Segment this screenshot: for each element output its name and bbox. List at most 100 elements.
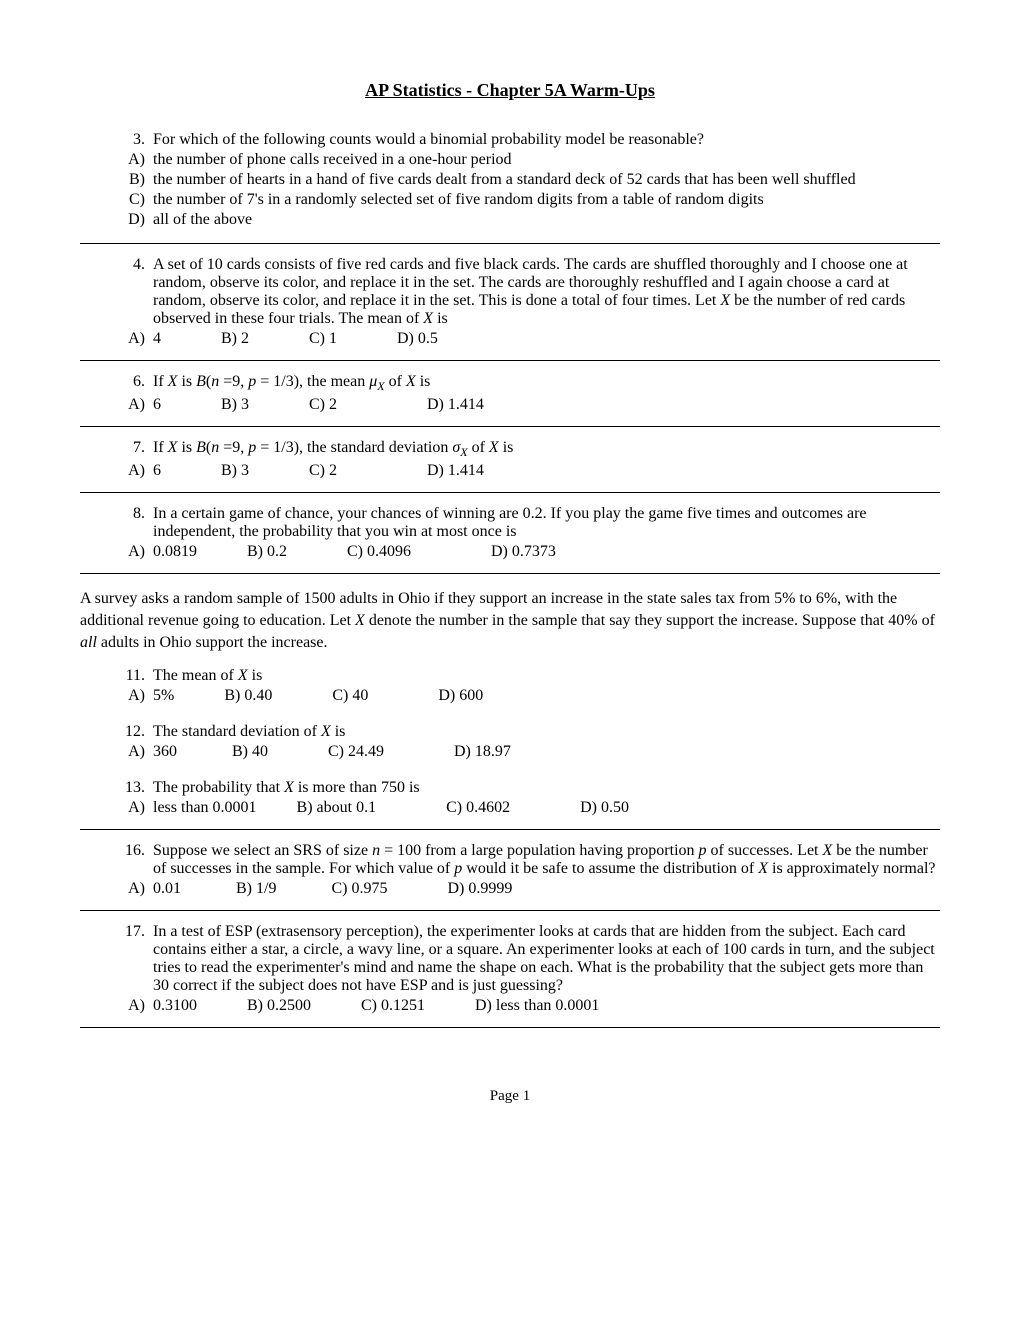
question-text: For which of the following counts would …: [153, 131, 940, 149]
option-text: 0.0819: [153, 543, 197, 561]
option: C) 1: [309, 330, 337, 348]
option-text: 0.3100: [153, 997, 197, 1015]
option: B) 1/9: [236, 880, 276, 898]
question-text: In a certain game of chance, your chance…: [153, 505, 940, 541]
more-questions-container: 16.Suppose we select an SRS of size n = …: [80, 842, 940, 1028]
question-row: 16.Suppose we select an SRS of size n = …: [80, 842, 940, 878]
option: B) 3: [221, 396, 249, 414]
option-text: 4: [153, 330, 161, 348]
question-text: The standard deviation of X is: [153, 723, 940, 741]
option-text: less than 0.0001: [153, 799, 257, 817]
option: C) 24.49: [328, 743, 384, 761]
option-label: A): [80, 880, 153, 898]
question-number: 3.: [80, 131, 153, 149]
option-text: 6: [153, 396, 161, 414]
option: B) 40: [232, 743, 268, 761]
question-number: 16.: [80, 842, 153, 878]
option-row: D)all of the above: [80, 211, 940, 229]
question-number: 8.: [80, 505, 153, 541]
option: D) 0.9999: [447, 880, 512, 898]
question-block: 16.Suppose we select an SRS of size n = …: [80, 842, 940, 911]
option-label: A): [80, 997, 153, 1015]
answer-row: A)0.3100 B) 0.2500 C) 0.1251 D) less than 0…: [80, 997, 940, 1015]
option-label: C): [80, 191, 153, 209]
question-number: 11.: [80, 667, 153, 685]
option-row: B)the number of hearts in a hand of five…: [80, 171, 940, 189]
option-label: A): [80, 151, 153, 169]
option-text: the number of 7's in a randomly selected…: [153, 191, 940, 209]
option: D) less than 0.0001: [475, 997, 599, 1015]
answer-row: A)0.01 B) 1/9 C) 0.975 D) 0.9999: [80, 880, 940, 898]
page-number: Page 1: [80, 1088, 940, 1105]
answer-row: A)5% B) 0.40 C) 40 D) 600: [80, 687, 940, 705]
option: D) 18.97: [454, 743, 511, 761]
answer-row: A)6 B) 3 C) 2 D) 1.414: [80, 462, 940, 480]
question-row: 6.If X is B(n =9, p = 1/3), the mean μX …: [80, 373, 940, 394]
question-block: 4.A set of 10 cards consists of five red…: [80, 256, 940, 361]
option-text: 0.01: [153, 880, 181, 898]
option-label: A): [80, 462, 153, 480]
answer-row: A)360 B) 40 C) 24.49 D) 18.97: [80, 743, 940, 761]
option: D) 0.50: [580, 799, 629, 817]
option-label: D): [80, 211, 153, 229]
sub-questions-container: 11.The mean of X isA)5%B) 0.40C) 40D) 60…: [80, 667, 940, 830]
question-block: 17.In a test of ESP (extrasensory percep…: [80, 923, 940, 1028]
option-label: A): [80, 330, 153, 348]
question-number: 4.: [80, 256, 153, 328]
page: AP Statistics - Chapter 5A Warm-Ups 3.Fo…: [0, 0, 1020, 1145]
question-number: 7.: [80, 439, 153, 460]
question-text: The probability that X is more than 750 …: [153, 779, 940, 797]
option: C) 2: [309, 462, 337, 480]
sub-question: 12.The standard deviation of X isA)360 B)…: [80, 723, 940, 761]
option: C) 40: [332, 687, 368, 705]
question-text: Suppose we select an SRS of size n = 100…: [153, 842, 940, 878]
option: C) 2: [309, 396, 337, 414]
option-label: A): [80, 799, 153, 817]
questions-container: 3.For which of the following counts woul…: [80, 131, 940, 574]
option-text: all of the above: [153, 211, 940, 229]
option: D) 0.7373: [491, 543, 556, 561]
option: D) 1.414: [427, 462, 484, 480]
option: B) 0.40: [224, 687, 272, 705]
question-number: 12.: [80, 723, 153, 741]
answer-row: A)0.0819B) 0.2C) 0.4096D) 0.7373: [80, 543, 940, 561]
question-row: 17.In a test of ESP (extrasensory percep…: [80, 923, 940, 995]
answer-row: A)4B) 2C) 1D) 0.5: [80, 330, 940, 348]
passage-text: A survey asks a random sample of 1500 ad…: [80, 588, 940, 653]
question-number: 13.: [80, 779, 153, 797]
option-text: the number of phone calls received in a …: [153, 151, 940, 169]
sub-question-group: 11.The mean of X isA)5%B) 0.40C) 40D) 60…: [80, 667, 940, 830]
question-text: If X is B(n =9, p = 1/3), the standard d…: [153, 439, 940, 460]
option-label: A): [80, 743, 153, 761]
option-label: B): [80, 171, 153, 189]
option-row: A)the number of phone calls received in …: [80, 151, 940, 169]
question-block: 7.If X is B(n =9, p = 1/3), the standard…: [80, 439, 940, 493]
option: C) 0.1251: [361, 997, 425, 1015]
option: B) 0.2: [247, 543, 287, 561]
sub-question: 13.The probability that X is more than 7…: [80, 779, 940, 817]
option-text: 360: [153, 743, 177, 761]
question-text: The mean of X is: [153, 667, 940, 685]
option: D) 600: [438, 687, 483, 705]
option: D) 0.5: [397, 330, 438, 348]
question-block: 3.For which of the following counts woul…: [80, 131, 940, 244]
option: C) 0.975: [331, 880, 387, 898]
question-text: A set of 10 cards consists of five red c…: [153, 256, 940, 328]
question-text: In a test of ESP (extrasensory perceptio…: [153, 923, 940, 995]
question-row: 4.A set of 10 cards consists of five red…: [80, 256, 940, 328]
option-label: A): [80, 687, 153, 705]
option-text: the number of hearts in a hand of five c…: [153, 171, 940, 189]
option-row: C)the number of 7's in a randomly select…: [80, 191, 940, 209]
answer-row: A)less than 0.0001B) about 0.1C) 0.4602D…: [80, 799, 940, 817]
option: B) 3: [221, 462, 249, 480]
option-label: A): [80, 396, 153, 414]
option: D) 1.414: [427, 396, 484, 414]
option-text: 5%: [153, 687, 174, 705]
option: B) 0.2500: [247, 997, 311, 1015]
question-row: 7.If X is B(n =9, p = 1/3), the standard…: [80, 439, 940, 460]
option-text: 6: [153, 462, 161, 480]
option: B) about 0.1: [297, 799, 377, 817]
answer-row: A)6 B) 3 C) 2 D) 1.414: [80, 396, 940, 414]
question-row: 3.For which of the following counts woul…: [80, 131, 940, 149]
question-number: 17.: [80, 923, 153, 995]
